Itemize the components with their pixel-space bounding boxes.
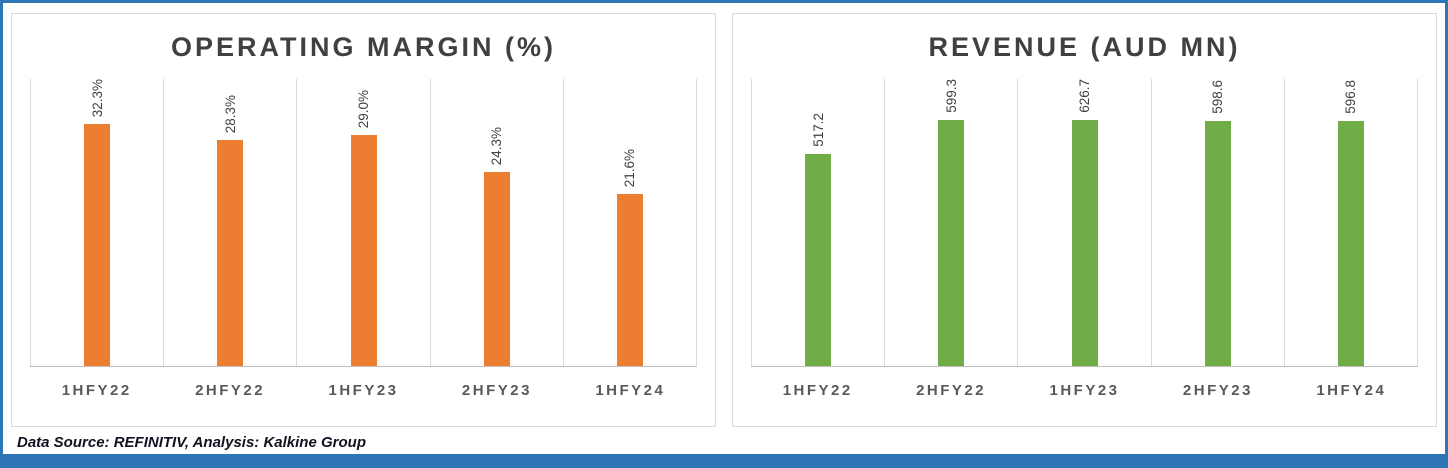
bar-value-label: 517.2 (810, 113, 826, 147)
plot-cell: 626.7 (1017, 79, 1150, 366)
plot-cell: 517.2 (751, 79, 884, 366)
plot-area: 32.3% 28.3% 29.0% 24.3% 21.6% (30, 79, 697, 367)
plot-cell: 598.6 (1150, 79, 1284, 366)
plot-cell: 596.8 (1283, 79, 1417, 366)
bar (1337, 121, 1364, 366)
charts-row: OPERATING MARGIN (%) 32.3% 28.3% 29.0% 24.3… (3, 3, 1445, 427)
plot-area: 517.2 599.3 626.7 598.6 596.8 (751, 79, 1418, 367)
bar-value-label: 596.8 (1343, 80, 1359, 114)
bar (483, 172, 510, 366)
bar-value-label: 21.6% (622, 148, 638, 187)
data-source-note: Data Source: REFINITIV, Analysis: Kalkin… (17, 434, 366, 451)
category-label: 1HFY24 (595, 382, 666, 399)
operating-margin-chart: OPERATING MARGIN (%) 32.3% 28.3% 29.0% 24.3… (11, 13, 716, 427)
category-label: 1HFY23 (1049, 382, 1120, 399)
bar (84, 124, 111, 366)
category-label: 1HFY24 (1316, 382, 1387, 399)
bar (350, 135, 377, 366)
chart-title: OPERATING MARGIN (%) (171, 32, 556, 62)
category-label: 2HFY23 (461, 382, 532, 399)
bar-value-label: 626.7 (1077, 79, 1092, 113)
bottom-accent-bar (3, 454, 1445, 465)
bar (1071, 119, 1098, 366)
bar-value-label: 32.3% (89, 79, 105, 118)
category-label: 1HFY23 (328, 382, 399, 399)
bar-value-label: 28.3% (222, 94, 238, 133)
plot-cell: 21.6% (562, 79, 696, 366)
chart-title: REVENUE (AUD MN) (928, 32, 1241, 62)
category-label: 1HFY22 (782, 382, 853, 399)
bar-value-label: 599.3 (943, 79, 959, 113)
plot-cell: 24.3% (429, 79, 563, 366)
bar (1204, 121, 1231, 366)
bar (938, 120, 965, 366)
plot-cell: 599.3 (884, 79, 1017, 366)
bar (805, 154, 832, 366)
plot-cell: 28.3% (163, 79, 296, 366)
bar-value-label: 24.3% (489, 126, 505, 165)
bar-value-label: 598.6 (1210, 80, 1226, 114)
category-label: 1HFY22 (61, 382, 132, 399)
category-label: 2HFY23 (1182, 382, 1253, 399)
plot-cell: 29.0% (296, 79, 429, 366)
category-axis: 1HFY22 2HFY22 1HFY23 2HFY23 1HFY24 (30, 367, 697, 399)
category-label: 2HFY22 (916, 382, 987, 399)
revenue-chart: REVENUE (AUD MN) 517.2 599.3 626.7 598.6 596… (732, 13, 1437, 427)
bar-value-label: 29.0% (356, 89, 371, 128)
bar (217, 140, 244, 366)
category-axis: 1HFY22 2HFY22 1HFY23 2HFY23 1HFY24 (751, 367, 1418, 399)
category-label: 2HFY22 (195, 382, 266, 399)
plot-cell: 32.3% (30, 79, 163, 366)
bar (616, 194, 643, 366)
